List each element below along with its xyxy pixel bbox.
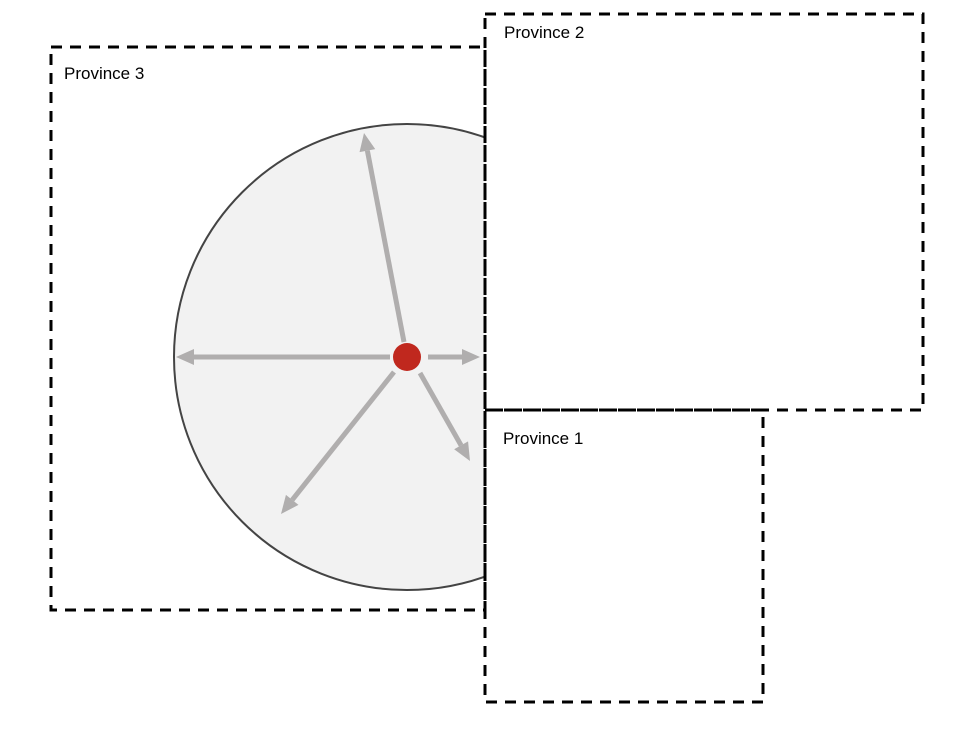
arrow-east xyxy=(428,349,480,365)
arrow-southwest xyxy=(281,370,396,514)
arrow-west xyxy=(176,349,390,365)
province-3-label: Province 3 xyxy=(64,64,144,83)
origin-point xyxy=(393,343,421,371)
province-1-2-fill xyxy=(486,14,923,410)
province-1-label: Province 1 xyxy=(503,429,583,448)
province-2-label: Province 2 xyxy=(504,23,584,42)
arrow-southeast xyxy=(417,371,470,461)
province-1-border xyxy=(483,408,765,704)
arrow-north xyxy=(359,133,407,343)
arrows-group xyxy=(176,133,480,514)
province-3-border xyxy=(49,45,487,612)
province-1-fill xyxy=(486,410,764,702)
